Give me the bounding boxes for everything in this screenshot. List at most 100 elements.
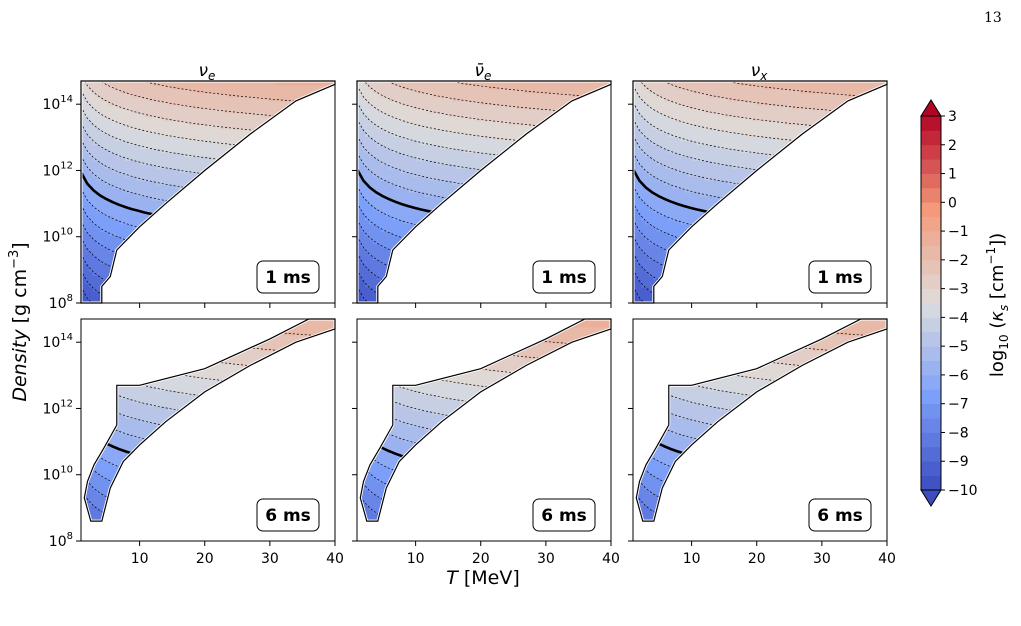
page-number: 13 (984, 10, 1002, 26)
colorbar-band (921, 432, 941, 448)
panel-0-2-time-box (808, 260, 872, 294)
panel-1-0: 10 20 30 40 108 1010 1012 1014 6 ms (42, 317, 344, 567)
colorbar: 3 2 1 0 −1 −2 −3 −4 −5 −6 −7 −8 −9 −10 (920, 99, 978, 507)
x-tick-label: 20 (748, 551, 766, 567)
colorbar-band (921, 159, 941, 174)
panel-1-2: 10 20 30 40 6 ms (628, 317, 896, 567)
x-tick-label: 30 (537, 551, 555, 567)
colorbar-tick-label: −9 (948, 454, 969, 470)
y-tick-label: 1014 (42, 94, 73, 113)
panel-1-2-time-label: 6 ms (817, 506, 863, 526)
colorbar-tick-label: −7 (948, 397, 969, 413)
colorbar-band (921, 274, 941, 289)
x-tick-label: 10 (683, 551, 701, 567)
col-title-nue-sub: e (208, 69, 215, 83)
colorbar-frame (920, 115, 942, 491)
colorbar-band (921, 475, 941, 491)
colorbar-band (921, 202, 941, 218)
panel-0-1-frame (356, 80, 612, 304)
y-tick-label: 1012 (42, 160, 73, 179)
colorbar-band (921, 346, 941, 361)
x-tick-label: 10 (407, 551, 425, 567)
colorbar-band (921, 116, 941, 131)
x-tick-label: 40 (878, 551, 896, 567)
y-tick-label: 108 (49, 293, 73, 312)
colorbar-tick-label: 2 (948, 138, 957, 154)
panel-1-1-time-label: 6 ms (541, 506, 587, 526)
colorbar-band (921, 403, 941, 419)
y-tick-label: 108 (49, 531, 73, 550)
colorbar-tick-label: −2 (948, 253, 969, 269)
colorbar-extend-min (920, 489, 942, 507)
x-tick-label: 30 (261, 551, 279, 567)
x-tick-label: 10 (131, 551, 149, 567)
colorbar-band (921, 216, 941, 232)
colorbar-tick-label: 3 (948, 109, 957, 125)
y-tick-label: 1010 (42, 465, 73, 484)
panel-0-0-frame (80, 80, 336, 304)
panel-0-1: 1 ms (352, 79, 613, 308)
y-axis-label: Density [g cm−3] (7, 242, 31, 401)
col-title-nux-symbol: ν (751, 61, 761, 81)
col-title-nue: νe (199, 61, 216, 83)
colorbar-tick-label: −4 (948, 310, 969, 326)
x-tick-label: 20 (472, 551, 490, 567)
x-axis-label-symbol: T (446, 567, 459, 589)
colorbar-band (921, 187, 941, 203)
col-title-nuebar: ν̄e (475, 61, 492, 83)
panel-1-1-time-box (532, 498, 596, 532)
colorbar-band (921, 245, 941, 261)
colorbar-band (921, 231, 941, 246)
colorbar-band (921, 360, 941, 376)
y-axis-label-unit: [g cm (9, 269, 31, 323)
panel-0-1-time-label: 1 ms (541, 268, 587, 288)
panel-0-0-time-label: 1 ms (265, 268, 311, 288)
colorbar-tick-label: −6 (948, 368, 969, 384)
colorbar-extend-max (920, 99, 942, 117)
colorbar-tick-label: 0 (948, 195, 957, 211)
panel-0-0-time-box (256, 260, 320, 294)
colorbar-tick-label: 1 (948, 167, 957, 183)
colorbar-tick-label: −5 (948, 339, 969, 355)
panel-0-1-time-box (532, 260, 596, 294)
panel-1-1-frame (356, 318, 612, 542)
colorbar-band (921, 303, 941, 318)
colorbar-band (921, 461, 941, 476)
panel-0-2: 1 ms (628, 79, 889, 308)
panel-1-0-frame (80, 318, 336, 542)
x-tick-label: 30 (813, 551, 831, 567)
colorbar-tick-label: −8 (948, 425, 969, 441)
colorbar-band (921, 288, 941, 304)
colorbar-band (921, 259, 941, 275)
x-axis-label-unit: [MeV] (458, 567, 520, 589)
y-axis-label-close: ] (9, 242, 31, 249)
panel-0-2-time-label: 1 ms (817, 268, 863, 288)
col-title-nue-symbol: ν (199, 61, 209, 81)
panel-1-1: 10 20 30 40 6 ms (352, 317, 620, 567)
col-title-nuebar-sub: e (484, 69, 491, 83)
panel-1-0-time-box (256, 498, 320, 532)
colorbar-band (921, 317, 941, 333)
panel-1-2-frame (632, 318, 888, 542)
colorbar-band (921, 130, 941, 146)
colorbar-band (921, 331, 941, 347)
y-tick-label: 1014 (42, 332, 73, 351)
x-tick-label: 40 (602, 551, 620, 567)
colorbar-band (921, 144, 941, 160)
colorbar-tick-label: −10 (948, 483, 978, 499)
y-axis-label-word: Density (9, 329, 31, 402)
colorbar-band (921, 374, 941, 390)
colorbar-band (921, 173, 941, 189)
panel-1-0-time-label: 6 ms (265, 506, 311, 526)
panel-1-2-time-box (808, 498, 872, 532)
col-title-nux-sub: x (759, 69, 768, 83)
panel-0-0: 108 1010 1012 1014 1 ms (42, 79, 337, 312)
colorbar-tick-label: −3 (948, 282, 969, 298)
colorbar-label: log10 (κs [cm−1]) (984, 233, 1011, 377)
x-axis-label: T [MeV] (446, 567, 520, 589)
col-title-nux: νx (751, 61, 769, 83)
x-tick-label: 20 (196, 551, 214, 567)
y-tick-label: 1010 (42, 227, 73, 246)
